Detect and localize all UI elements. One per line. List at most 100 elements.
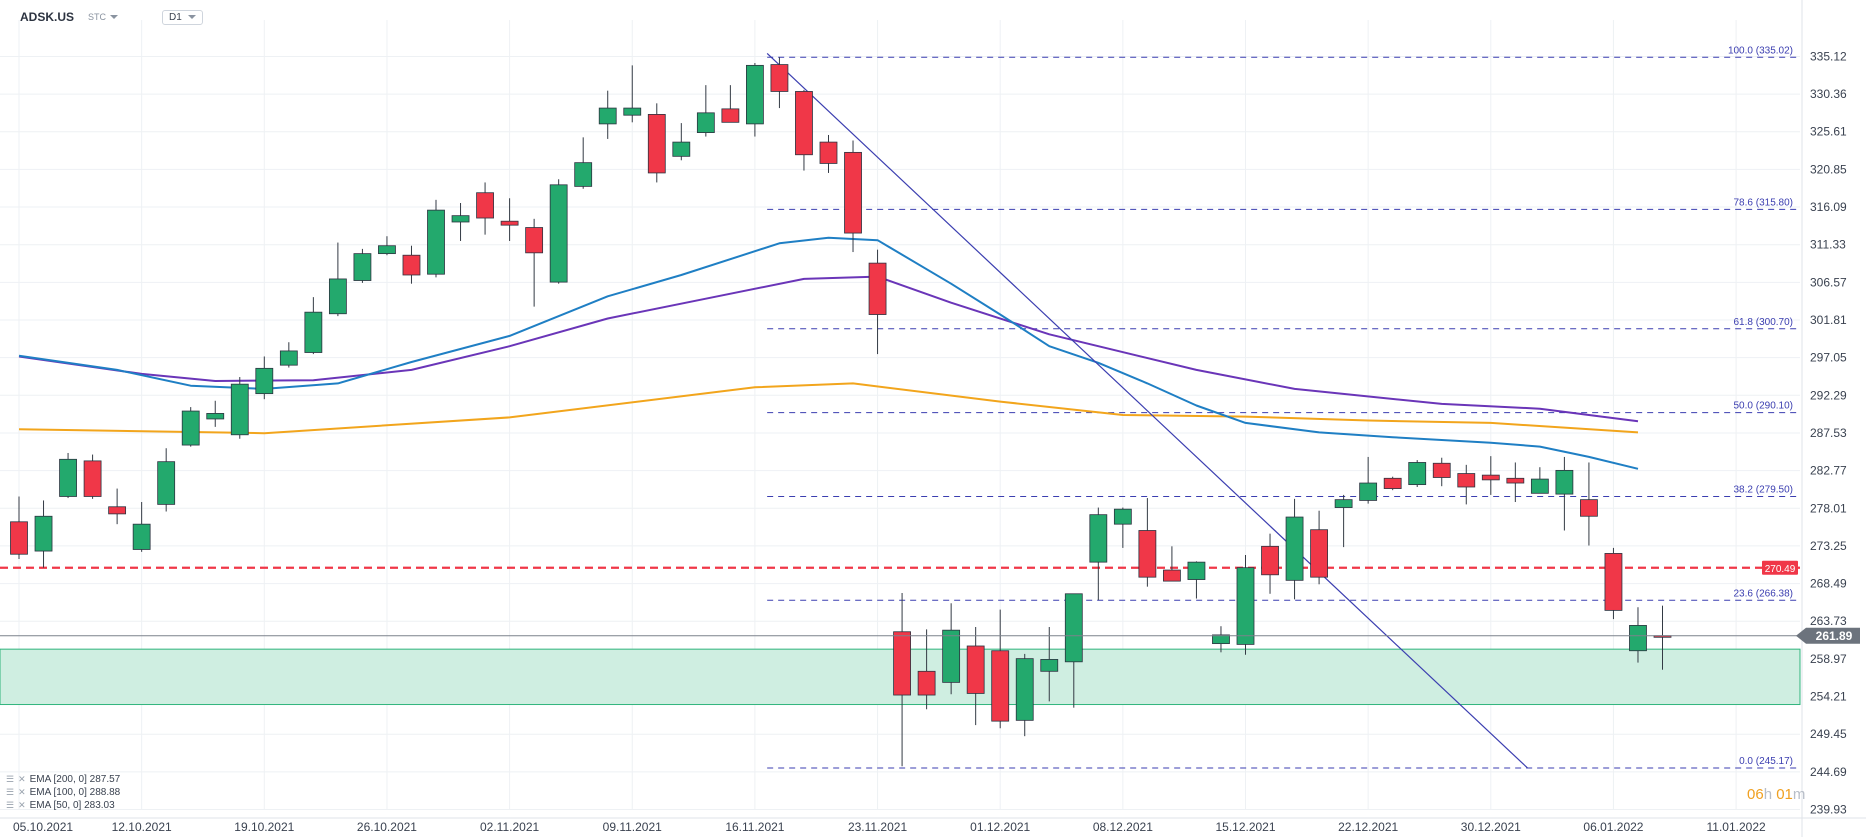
fib-level-label: 38.2 (279.50) — [1734, 484, 1794, 495]
candle-body — [1089, 514, 1108, 563]
countdown-minutes: 01 — [1776, 786, 1793, 803]
ema-100-line — [18, 275, 1639, 423]
candle-body — [328, 278, 347, 315]
candle-body — [1334, 499, 1353, 508]
candle — [108, 488, 127, 525]
candle — [206, 400, 225, 427]
resistance-tag-box — [1762, 560, 1798, 575]
candle — [942, 603, 961, 695]
candle — [1580, 462, 1598, 546]
candle — [1310, 510, 1328, 585]
legend-ema-100: ☰ ✕ EMA [100, 0] 288.88 — [6, 786, 120, 799]
fib-level-label: 78.6 (315.80) — [1734, 197, 1794, 208]
y-tick-label: 254.21 — [1810, 690, 1847, 704]
fib-level-label: 100.0 (335.02) — [1728, 45, 1793, 56]
candle — [353, 248, 372, 283]
candle — [1089, 507, 1108, 601]
candle-body — [157, 461, 176, 505]
candle-body — [1138, 530, 1157, 578]
candle-body — [206, 413, 225, 420]
y-tick-label: 249.45 — [1810, 727, 1847, 741]
candle — [59, 452, 77, 499]
candle-body — [795, 91, 813, 156]
candle-body — [230, 383, 249, 436]
fib-level-label: 0.0 (245.17) — [1739, 756, 1793, 767]
candle-body — [1359, 482, 1378, 501]
candle-body — [1629, 625, 1647, 652]
y-tick-label: 306.57 — [1810, 275, 1847, 289]
candle — [328, 242, 347, 317]
candle — [181, 407, 200, 447]
candle — [279, 342, 298, 368]
y-tick-label: 320.85 — [1810, 162, 1847, 176]
legend-ema-100-label: EMA [100, 0] 288.88 — [29, 787, 121, 798]
symbol-label[interactable]: ADSK.US — [20, 10, 75, 24]
candle — [1334, 494, 1353, 548]
x-tick-label: 19.10.2021 — [234, 820, 294, 834]
x-tick-label: 06.01.2022 — [1583, 820, 1643, 834]
candle-body — [1113, 508, 1132, 525]
candle-body — [844, 151, 862, 234]
x-tick-label: 09.11.2021 — [603, 820, 662, 834]
candle — [1212, 626, 1230, 653]
settings-icon[interactable]: ☰ — [6, 774, 15, 784]
candle-body — [623, 107, 642, 116]
candle — [1432, 457, 1451, 487]
candle — [10, 496, 28, 559]
candle — [966, 627, 985, 726]
candle — [1506, 462, 1525, 503]
candle — [83, 454, 102, 499]
candle-body — [770, 64, 789, 92]
x-tick-label: 16.11.2021 — [725, 820, 784, 834]
candle-body — [255, 367, 274, 395]
fib-level-label: 61.8 (300.70) — [1734, 317, 1794, 328]
candle-body — [721, 108, 740, 123]
candle — [1285, 498, 1304, 600]
countdown-h-unit: h — [1763, 786, 1773, 803]
candle — [795, 89, 813, 171]
close-icon[interactable]: ✕ — [18, 774, 26, 784]
candle — [1383, 476, 1402, 491]
candle — [378, 236, 396, 256]
close-icon[interactable]: ✕ — [18, 800, 26, 810]
candle-body — [59, 458, 77, 497]
settings-icon[interactable]: ☰ — [6, 787, 15, 797]
candle — [1113, 507, 1132, 548]
candle-body — [819, 141, 838, 164]
candle — [427, 199, 445, 278]
candle — [1187, 561, 1206, 599]
candle — [1604, 547, 1623, 620]
candle-body — [1064, 593, 1083, 663]
fib-level-label: 23.6 (266.38) — [1734, 588, 1794, 599]
y-tick-label: 268.49 — [1810, 577, 1847, 591]
y-tick-label: 273.25 — [1810, 539, 1847, 553]
candle — [1457, 464, 1476, 505]
candle — [574, 137, 593, 189]
candle — [1359, 456, 1378, 504]
candle-body — [1580, 499, 1598, 517]
candle — [230, 377, 249, 439]
settings-icon[interactable]: ☰ — [6, 800, 15, 810]
candle — [157, 448, 176, 512]
candle — [917, 629, 936, 710]
y-tick-label: 311.33 — [1810, 238, 1846, 252]
candle-body — [1432, 462, 1451, 478]
ema-200-line — [18, 382, 1639, 435]
timeframe-select[interactable]: D1 — [162, 9, 203, 25]
candle-body — [1285, 516, 1304, 581]
candle — [549, 179, 568, 284]
candle-body — [353, 253, 372, 281]
candle — [598, 90, 617, 139]
candle — [1261, 533, 1279, 594]
ema-50-line — [18, 236, 1639, 470]
candle-body — [672, 141, 691, 157]
candle-body — [942, 629, 961, 683]
y-tick-label: 316.09 — [1810, 200, 1847, 214]
candle — [696, 85, 715, 137]
badge-dropdown[interactable]: STC — [88, 12, 119, 22]
y-tick-label: 335.12 — [1810, 50, 1847, 64]
candle-body — [83, 460, 102, 497]
close-icon[interactable]: ✕ — [18, 787, 26, 797]
candle-body — [1163, 569, 1181, 582]
